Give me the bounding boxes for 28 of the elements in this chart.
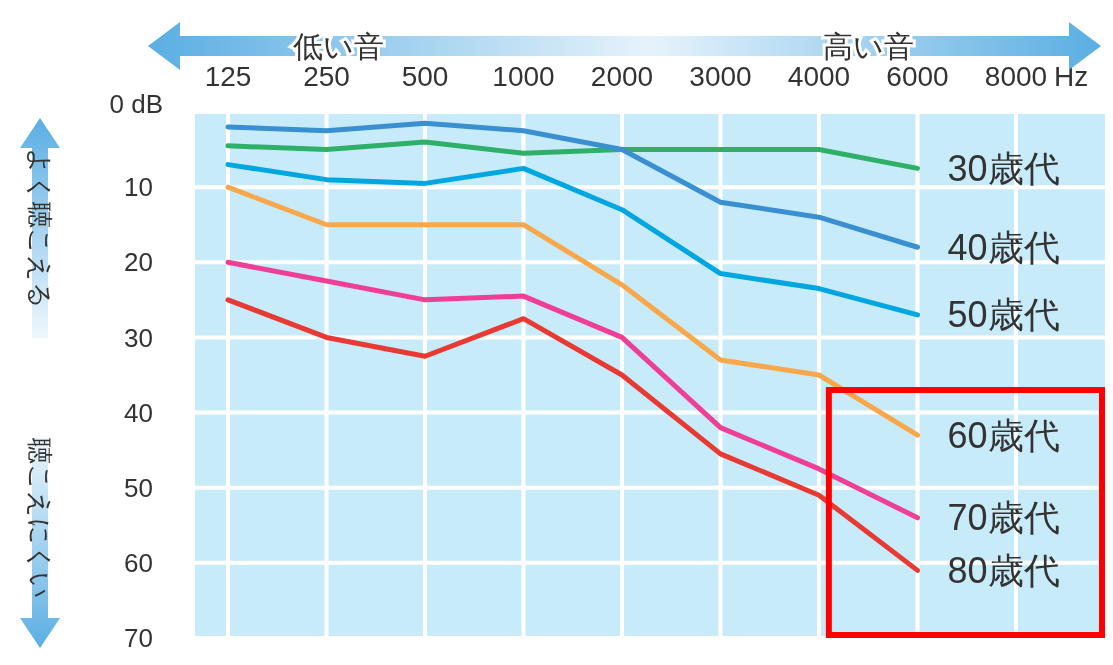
y-tick-label: 70 xyxy=(124,623,153,654)
x-tick-label: 8000 xyxy=(984,61,1048,92)
x-tick-label: 1000 xyxy=(492,61,555,92)
y-tick-label: 60 xyxy=(124,547,153,578)
x-tick-label: 125 xyxy=(204,61,252,92)
text: 聴こえにくい xyxy=(24,438,55,599)
y-tick-label: 10 xyxy=(124,172,153,203)
series-label: 30歳代 xyxy=(947,147,1060,189)
x-tick-label: 4000 xyxy=(787,61,851,92)
series-label: 50歳代 xyxy=(947,294,1060,336)
x-tick-label: 500 xyxy=(401,61,449,92)
series-label: 40歳代 xyxy=(947,226,1060,268)
x-tick-label: 250 xyxy=(303,61,350,92)
y-tick-label: 50 xyxy=(124,472,153,503)
y-tick-label: 30 xyxy=(124,322,153,353)
series-label: 70歳代 xyxy=(947,497,1060,539)
y-tick-label: 20 xyxy=(124,247,153,278)
y-tick-label: 40 xyxy=(124,397,153,428)
text: 高い音 xyxy=(822,29,914,63)
series-label: 60歳代 xyxy=(947,414,1060,456)
text: よく聴こえる xyxy=(24,148,55,309)
x-tick-label: 6000 xyxy=(886,61,949,92)
series-label: 80歳代 xyxy=(947,549,1060,591)
y-tick-label: 0 dB xyxy=(109,89,163,120)
x-tick-label: 3000 xyxy=(689,61,752,92)
x-tick-label: 2000 xyxy=(590,61,654,92)
x-axis-title: Hz xyxy=(1054,61,1089,92)
text: 低い音 xyxy=(292,29,384,63)
